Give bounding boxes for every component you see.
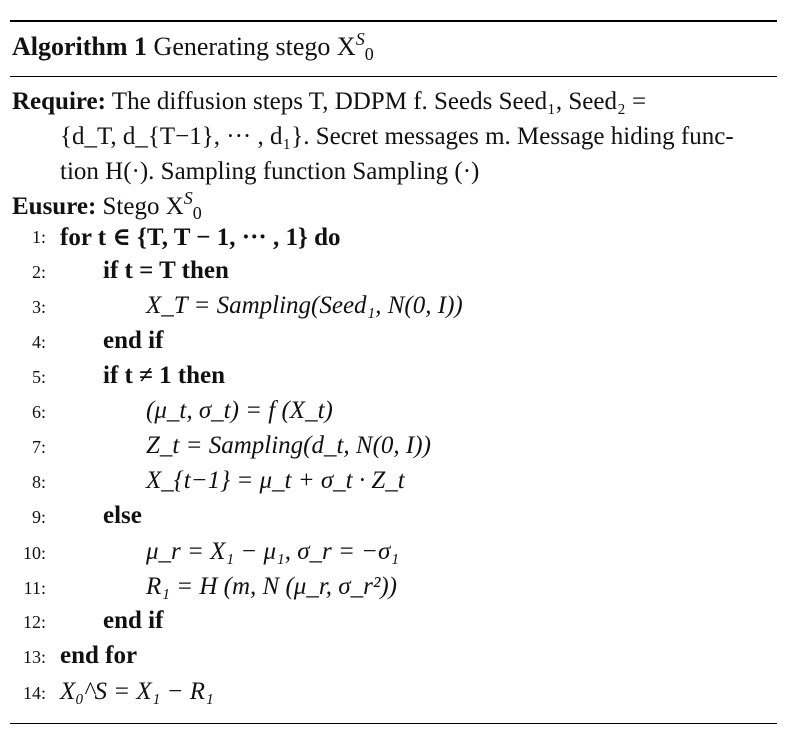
- require-label: Require:: [12, 88, 106, 115]
- line-code: μ_r = X₁ − μ₁, σ_r = −σ₁: [146, 538, 400, 565]
- algorithm-title-text: Generating stego X: [153, 32, 356, 61]
- line-number: 13:: [22, 647, 46, 667]
- ensure-text: Stego X: [102, 193, 184, 220]
- line-code: X₀^S = X₁ − R₁: [60, 678, 214, 705]
- line-number: 4:: [31, 332, 46, 352]
- line-code: R₁ = H (m, N (μ_r, σ_r²)): [146, 573, 397, 600]
- line-code: else: [103, 502, 142, 529]
- algorithm-label: Algorithm 1: [12, 32, 148, 61]
- line-number: 5:: [31, 367, 46, 387]
- line-code: if t ≠ 1 then: [103, 362, 226, 389]
- top-rule: [10, 20, 777, 22]
- line-code: Z_t = Sampling(d_t, N(0, I)): [146, 432, 431, 459]
- line-code: end if: [103, 607, 164, 634]
- line-code: (μ_t, σ_t) = f (X_t): [146, 397, 333, 424]
- ensure-block: Eusure: Stego XS0: [12, 188, 202, 223]
- require-line-3: tion H(·). Sampling function Sampling (·…: [60, 158, 480, 185]
- line-number: 10:: [22, 543, 46, 563]
- require-block: Require: The diffusion steps T, DDPM f. …: [12, 84, 778, 189]
- title-rule: [10, 76, 777, 77]
- line-code: if t = T then: [103, 257, 229, 284]
- line-number: 9:: [31, 507, 46, 527]
- line-code: end if: [103, 327, 164, 354]
- line-number: 14:: [22, 683, 46, 703]
- line-number: 11:: [23, 578, 46, 598]
- line-number: 1:: [31, 227, 46, 247]
- require-line-2: {d_T, d_{T−1}, ··· , d₁}. Secret message…: [60, 123, 734, 150]
- line-number: 3:: [31, 297, 46, 317]
- bottom-rule: [10, 723, 777, 724]
- line-number: 2:: [31, 262, 46, 282]
- line-code: end for: [60, 642, 138, 669]
- algorithm-title: Algorithm 1 Generating stego XS0: [12, 29, 374, 64]
- require-line-1: The diffusion steps T, DDPM f. Seeds See…: [111, 88, 647, 115]
- line-number: 12:: [22, 612, 46, 632]
- line-number: 6:: [31, 402, 46, 422]
- line-code: X_T = Sampling(Seed₁, N(0, I)): [146, 292, 463, 319]
- line-number: 8:: [31, 472, 46, 492]
- line-code: for t ∈ {T, T − 1, ··· , 1} do: [60, 224, 341, 251]
- line-code: X_{t−1} = μ_t + σ_t · Z_t: [146, 467, 405, 494]
- line-number: 7:: [31, 437, 46, 457]
- ensure-label: Eusure:: [12, 193, 97, 220]
